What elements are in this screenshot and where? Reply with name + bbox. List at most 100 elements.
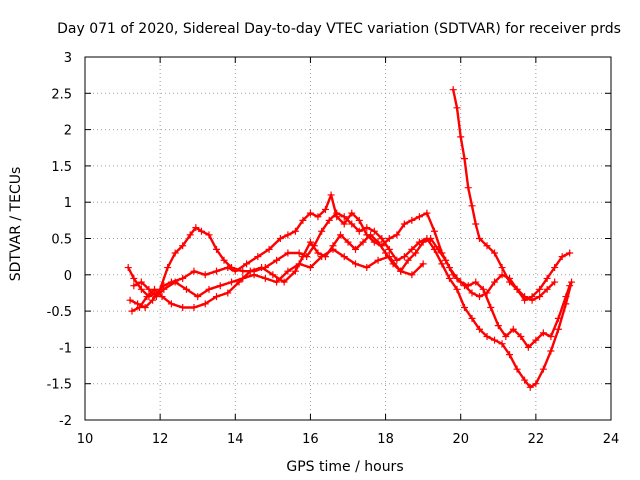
data-point-marker bbox=[558, 253, 566, 261]
data-point-marker bbox=[291, 267, 299, 275]
data-point-marker bbox=[479, 285, 487, 293]
data-point-marker bbox=[412, 249, 420, 257]
data-point-marker bbox=[197, 227, 205, 235]
data-point-marker bbox=[382, 249, 390, 257]
data-point-marker bbox=[513, 285, 521, 293]
data-point-marker bbox=[483, 333, 491, 341]
data-point-marker bbox=[502, 333, 510, 341]
data-point-marker bbox=[363, 264, 371, 272]
data-point-marker bbox=[299, 216, 307, 224]
data-point-marker bbox=[182, 285, 190, 293]
data-point-marker bbox=[160, 285, 168, 293]
data-point-marker bbox=[348, 220, 356, 228]
data-point-marker bbox=[457, 133, 465, 141]
ticks: 10 12 14 16 18 20 22 24 -2 -1.5 -1 -0.5 0 0.5 1 1.5 2 2.5… bbox=[47, 51, 620, 447]
data-point-marker bbox=[506, 278, 514, 286]
data-point-marker bbox=[130, 282, 138, 290]
data-point-marker bbox=[348, 209, 356, 217]
data-point-marker bbox=[327, 191, 335, 199]
data-point-marker bbox=[434, 245, 442, 253]
data-point-marker bbox=[415, 213, 423, 221]
data-point-marker bbox=[284, 231, 292, 239]
data-point-marker bbox=[526, 383, 534, 391]
x-tick-label: 14 bbox=[227, 432, 244, 447]
data-point-marker bbox=[536, 293, 544, 301]
data-point-marker bbox=[453, 285, 461, 293]
data-point-marker bbox=[568, 278, 576, 286]
data-point-marker bbox=[276, 235, 284, 242]
y-tick-label: 0 bbox=[64, 269, 72, 284]
data-point-marker bbox=[250, 271, 258, 279]
data-point-marker bbox=[167, 300, 175, 308]
data-point-marker bbox=[213, 245, 220, 253]
data-point-marker bbox=[336, 231, 344, 239]
data-point-marker bbox=[521, 376, 529, 384]
x-tick-label: 18 bbox=[377, 432, 394, 447]
data-point-marker bbox=[325, 216, 333, 224]
series-line bbox=[130, 233, 571, 349]
data-point-marker bbox=[220, 256, 228, 264]
data-point-marker bbox=[385, 245, 393, 253]
data-point-marker bbox=[306, 264, 314, 272]
data-point-marker bbox=[370, 227, 378, 235]
data-point-marker bbox=[419, 260, 427, 268]
data-point-marker bbox=[135, 303, 143, 311]
data-point-marker bbox=[423, 209, 431, 217]
data-point-marker bbox=[265, 245, 273, 253]
data-point-marker bbox=[306, 238, 314, 246]
data-point-marker bbox=[126, 296, 134, 304]
y-tick-label: 0.5 bbox=[51, 233, 72, 248]
data-point-marker bbox=[171, 278, 179, 286]
data-point-marker bbox=[329, 245, 337, 253]
data-point-marker bbox=[513, 365, 521, 373]
data-point-marker bbox=[130, 274, 138, 282]
series-line bbox=[132, 248, 425, 298]
data-point-marker bbox=[404, 256, 412, 264]
data-point-marker bbox=[419, 238, 427, 246]
data-point-marker bbox=[213, 293, 220, 301]
data-point-marker bbox=[547, 333, 555, 341]
data-point-marker bbox=[179, 242, 187, 250]
data-point-marker bbox=[449, 271, 457, 279]
data-point-marker bbox=[483, 242, 491, 250]
y-axis-title: SDTVAR / TECUs bbox=[8, 167, 24, 282]
data-point-marker bbox=[378, 235, 386, 242]
series-trace-3 bbox=[128, 231, 574, 351]
data-point-marker bbox=[321, 205, 329, 213]
data-point-marker bbox=[149, 296, 157, 304]
data-point-marker bbox=[521, 293, 529, 301]
data-point-marker bbox=[164, 264, 172, 272]
data-point-marker bbox=[246, 267, 254, 275]
data-point-marker bbox=[460, 303, 468, 311]
data-point-marker bbox=[192, 224, 200, 232]
data-point-marker bbox=[239, 274, 247, 282]
y-tick-label: 3 bbox=[64, 51, 72, 66]
data-point-marker bbox=[430, 227, 438, 235]
data-point-marker bbox=[385, 253, 393, 261]
data-point-marker bbox=[190, 303, 198, 311]
data-point-marker bbox=[506, 351, 514, 359]
y-tick-label: 2 bbox=[64, 124, 72, 139]
data-point-marker bbox=[491, 249, 499, 257]
data-point-marker bbox=[491, 336, 499, 344]
data-point-marker bbox=[137, 285, 145, 293]
data-point-marker bbox=[224, 289, 232, 297]
data-point-marker bbox=[517, 333, 525, 341]
data-point-marker bbox=[152, 293, 160, 301]
data-point-marker bbox=[491, 278, 499, 286]
data-point-marker bbox=[216, 282, 224, 290]
data-point-marker bbox=[239, 267, 247, 275]
data-point-marker bbox=[143, 293, 151, 301]
data-point-marker bbox=[554, 314, 562, 322]
data-point-marker bbox=[547, 347, 555, 355]
data-point-marker bbox=[476, 293, 483, 301]
data-point-marker bbox=[318, 227, 326, 235]
data-point-marker bbox=[254, 253, 262, 261]
data-point-marker bbox=[494, 322, 502, 330]
data-point-marker bbox=[273, 256, 281, 264]
data-point-marker bbox=[352, 245, 360, 253]
data-point-marker bbox=[539, 329, 547, 337]
x-tick-label: 24 bbox=[603, 432, 620, 447]
series-line bbox=[452, 88, 556, 302]
